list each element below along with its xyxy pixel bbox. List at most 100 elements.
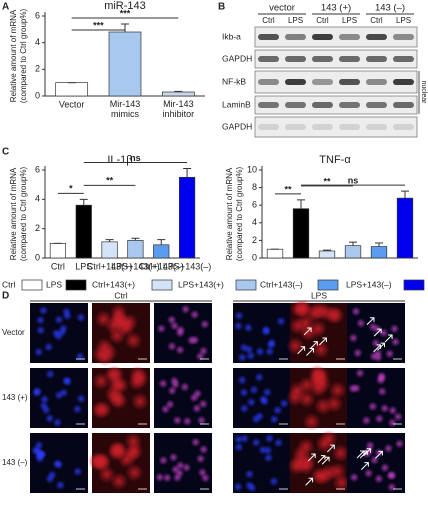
significance-label: *** xyxy=(93,20,104,30)
cell xyxy=(233,481,244,492)
arrow xyxy=(307,453,316,462)
cell xyxy=(383,443,394,454)
y-tick-label: 4 xyxy=(252,217,257,227)
significance-label: ns xyxy=(348,175,359,185)
cell xyxy=(319,429,338,448)
blot-band xyxy=(339,102,360,108)
arrow xyxy=(306,347,314,356)
panel-letter: D xyxy=(2,291,9,302)
bar xyxy=(101,241,118,259)
bar xyxy=(370,246,388,259)
blot-strip xyxy=(254,26,418,48)
cell xyxy=(387,470,398,481)
significance-label: * xyxy=(69,184,73,194)
legend-swatch xyxy=(317,279,339,291)
arrow xyxy=(366,317,375,326)
cell xyxy=(43,342,54,353)
arrow xyxy=(356,450,365,459)
blot-band xyxy=(366,102,387,108)
chart-title: TNF-α xyxy=(319,154,351,166)
cell xyxy=(180,304,191,315)
blot-band xyxy=(393,56,414,62)
x-tick-label: Ctrl+143(+) xyxy=(87,261,133,271)
cell xyxy=(191,403,202,414)
arrow xyxy=(375,450,383,459)
y-tick-label: 6 xyxy=(252,200,257,210)
y-axis-label: Relative amount of mRNA xyxy=(9,167,18,260)
cell xyxy=(33,440,44,451)
legend-label: LPS xyxy=(46,279,62,289)
side-label: nuclear xyxy=(420,81,427,105)
cell xyxy=(261,326,272,337)
cell xyxy=(190,437,201,448)
cell xyxy=(361,415,372,426)
cell xyxy=(76,393,87,404)
y-axis-label: (compared to Ctrl group%) xyxy=(19,167,28,262)
blot-band xyxy=(366,34,387,40)
cell xyxy=(169,375,180,386)
cell xyxy=(124,331,143,350)
cell xyxy=(47,469,58,480)
blot-strip xyxy=(254,95,418,115)
cell xyxy=(160,404,171,415)
cell xyxy=(170,464,181,475)
cell xyxy=(182,416,193,427)
y-tick-label: 2 xyxy=(252,235,257,245)
blot-group-label: vector xyxy=(269,3,295,14)
cell xyxy=(375,375,386,386)
cell xyxy=(167,385,178,396)
bar xyxy=(127,240,144,259)
cell xyxy=(72,466,83,477)
cell xyxy=(355,318,366,329)
y-tick-label: 6 xyxy=(35,10,40,20)
blot-group-label: 143 (–) xyxy=(375,3,405,14)
x-tick-label: Vector xyxy=(59,99,85,109)
error-bar xyxy=(401,190,409,199)
significance-label: *** xyxy=(120,8,131,18)
blot-group-label: 143 (+) xyxy=(321,3,351,14)
y-tick-label: 2 xyxy=(35,223,40,233)
blot-band xyxy=(285,102,306,108)
cell xyxy=(332,473,351,492)
blot-band xyxy=(312,56,333,62)
cell xyxy=(158,455,169,466)
cell xyxy=(373,473,384,484)
blot-band xyxy=(393,34,414,40)
bar xyxy=(55,82,89,97)
error-bar xyxy=(375,242,383,247)
error-bar xyxy=(157,239,166,245)
cell xyxy=(370,338,381,349)
cell xyxy=(45,369,56,380)
y-axis-label: Relative amount of mRNA xyxy=(225,167,234,260)
cell xyxy=(386,482,397,493)
cell xyxy=(387,417,398,428)
cell xyxy=(251,437,262,448)
arrow xyxy=(321,456,330,465)
blot-band xyxy=(312,124,333,130)
cell xyxy=(44,413,55,424)
blot-band xyxy=(285,79,306,85)
cell xyxy=(197,467,208,478)
cell xyxy=(379,462,390,473)
cell xyxy=(373,447,384,458)
bar xyxy=(108,31,142,97)
cell xyxy=(247,482,258,493)
cell xyxy=(195,453,206,464)
cell xyxy=(34,453,45,464)
x-tick-label: Ctrl+143(–) xyxy=(139,261,184,271)
cell xyxy=(172,415,183,426)
cell xyxy=(62,376,73,387)
lane-label: LPS xyxy=(396,16,411,25)
blot-row-label: Ikb-a xyxy=(222,31,241,41)
cell xyxy=(166,341,177,352)
cell xyxy=(198,444,209,455)
cell xyxy=(62,310,73,321)
panel-letter: B xyxy=(218,2,225,13)
cell xyxy=(374,413,385,424)
blot-strip xyxy=(254,49,418,69)
y-axis-label: (compared to Ctrl group%) xyxy=(19,9,28,104)
legend-swatch xyxy=(403,279,425,291)
cell xyxy=(244,469,255,480)
cell xyxy=(94,400,113,419)
